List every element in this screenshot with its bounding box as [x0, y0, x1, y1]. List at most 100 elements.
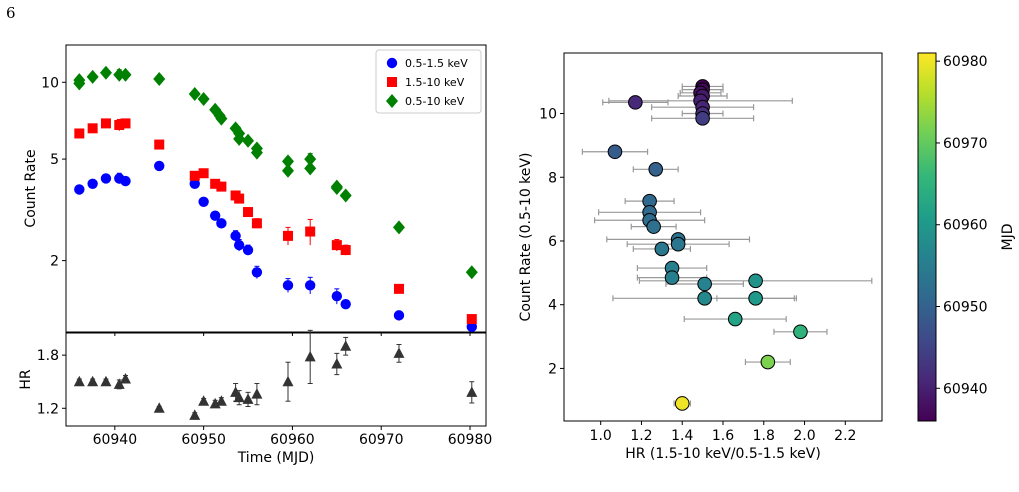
data-point: [466, 314, 477, 325]
data-point: [119, 373, 131, 384]
data-point: [674, 396, 690, 411]
x-axis-label: Time (MJD): [237, 450, 315, 466]
data-point: [339, 188, 352, 203]
data-point: [113, 67, 126, 82]
x-tick-label: 1.4: [671, 428, 693, 444]
data-point: [670, 236, 686, 252]
x-tick-label: 1.2: [630, 428, 652, 444]
x-tick-label: 2.0: [793, 428, 815, 444]
data-point: [120, 118, 131, 129]
data-point: [392, 220, 405, 235]
y-axis-label: Count Rate (0.5-10 keV): [518, 153, 534, 322]
data-point: [210, 178, 221, 189]
data-point: [100, 375, 112, 387]
data-point: [393, 283, 404, 294]
data-point: [251, 388, 263, 399]
series-0-5-1-5-keV: [74, 160, 477, 333]
data-point: [198, 395, 210, 406]
legend-box: [375, 49, 482, 114]
y-tick-label: 5: [50, 152, 59, 168]
colorbar-tick-label: 60980: [943, 54, 988, 70]
x-tick-label: 1.0: [590, 428, 612, 444]
data-point: [230, 230, 241, 242]
data-point: [748, 273, 763, 289]
data-point: [251, 267, 263, 278]
data-point: [73, 375, 85, 387]
x-tick-label: 1.6: [712, 428, 734, 444]
data-point: [331, 240, 342, 251]
legend-marker: [386, 94, 398, 108]
data-point: [209, 397, 221, 409]
hardness-ratio-panel: 60940 60950 60960 60970 60980 1.2 1.8 Time (MJD…: [18, 329, 493, 466]
points: [607, 79, 808, 411]
data-point: [99, 65, 112, 80]
x-axis-label: HR (1.5-10 keV/0.5-1.5 keV): [625, 446, 821, 462]
legend-label: 0.5-1.5 keV: [405, 57, 468, 70]
y-tick-label: 8: [548, 170, 557, 186]
y-tick-label: 10: [539, 107, 557, 123]
data-point: [250, 145, 263, 160]
y-tick-label: 2: [548, 361, 557, 377]
data-point: [466, 321, 477, 333]
data-point: [100, 173, 112, 184]
data-point: [646, 219, 661, 234]
data-point: [209, 210, 221, 221]
x-tick-label: 60940: [93, 432, 138, 448]
data-point: [87, 178, 98, 190]
data-point: [197, 91, 210, 106]
data-point: [282, 230, 293, 241]
data-point: [251, 218, 262, 229]
series-1-5-10-keV: [74, 118, 477, 325]
data-point: [100, 118, 111, 129]
colorbar-tick-label: 60950: [943, 300, 988, 316]
data-point: [697, 291, 712, 306]
data-point: [466, 386, 478, 397]
data-point: [216, 218, 227, 229]
data-point: [233, 131, 246, 146]
data-point: [73, 73, 86, 88]
x-tick-label: 60950: [181, 432, 226, 448]
page-number: 6: [6, 4, 16, 22]
data-point: [648, 161, 664, 177]
light-curve-axes-frame: [65, 44, 487, 333]
data-point: [281, 163, 294, 178]
colorbar: 60940 60950 60960 60970 60980 MJD: [917, 52, 1016, 422]
hr-axes-frame: [65, 332, 487, 427]
data-point: [340, 245, 351, 256]
colorbar-tick-label: 60960: [943, 218, 988, 234]
data-point: [760, 354, 776, 370]
data-point: [74, 128, 85, 139]
x-tick-label: 60970: [359, 432, 404, 448]
data-point: [114, 120, 125, 131]
data-point: [793, 324, 808, 340]
data-point: [304, 350, 316, 362]
data-point: [340, 298, 351, 310]
data-point: [304, 152, 317, 167]
x-tick-label: 60980: [448, 432, 493, 448]
data-point: [153, 72, 166, 87]
colorbar-tick-label: 60940: [943, 381, 988, 397]
colorbar-tick-label: 60970: [943, 136, 988, 152]
y-tick-label: 10: [41, 75, 59, 91]
data-point: [628, 95, 643, 110]
data-point: [727, 311, 743, 327]
data-point: [120, 175, 131, 187]
data-point: [654, 241, 670, 257]
data-point: [331, 358, 343, 369]
error-bars: [581, 83, 873, 407]
data-point: [607, 144, 623, 160]
colorbar-label: MJD: [1000, 224, 1016, 251]
data-point: [153, 402, 165, 413]
colorbar-gradient: [917, 52, 937, 422]
data-point: [340, 340, 352, 351]
data-point: [154, 160, 165, 172]
data-point: [234, 193, 245, 204]
data-point: [331, 291, 343, 302]
data-point: [330, 181, 343, 196]
data-point: [697, 276, 712, 292]
data-point: [188, 86, 201, 101]
data-point: [198, 196, 209, 208]
data-point: [189, 170, 200, 181]
